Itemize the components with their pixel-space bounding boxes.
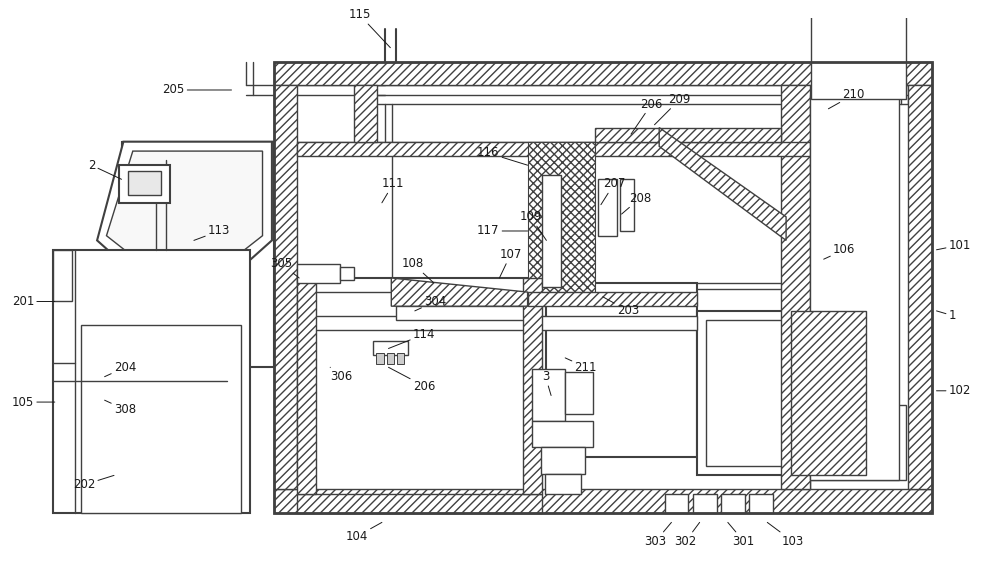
Polygon shape <box>781 85 810 490</box>
Text: 303: 303 <box>645 522 671 548</box>
Text: 103: 103 <box>767 522 804 548</box>
Bar <box>693 494 717 513</box>
Bar <box>532 421 593 447</box>
Polygon shape <box>391 278 528 306</box>
Bar <box>749 494 773 513</box>
Text: 101: 101 <box>936 238 971 252</box>
Text: 114: 114 <box>388 328 435 349</box>
Text: 208: 208 <box>622 191 651 214</box>
Bar <box>122 141 274 367</box>
Polygon shape <box>274 490 932 513</box>
Polygon shape <box>297 141 810 156</box>
Bar <box>665 494 688 513</box>
Bar <box>542 174 560 288</box>
Polygon shape <box>659 127 786 241</box>
Text: 111: 111 <box>382 177 404 203</box>
Polygon shape <box>528 292 697 306</box>
Bar <box>545 474 581 494</box>
Bar <box>376 353 384 365</box>
Text: 207: 207 <box>601 177 625 205</box>
Bar <box>565 372 593 414</box>
Polygon shape <box>297 278 316 494</box>
Polygon shape <box>354 85 377 141</box>
Text: 308: 308 <box>105 400 136 416</box>
Bar <box>119 165 170 203</box>
Text: 108: 108 <box>402 257 434 283</box>
Text: 2: 2 <box>88 158 122 179</box>
Text: 211: 211 <box>565 358 597 374</box>
Bar <box>372 341 408 355</box>
Text: 115: 115 <box>348 8 390 48</box>
Bar <box>302 316 697 330</box>
Bar <box>297 278 542 513</box>
Bar <box>810 95 899 480</box>
Text: 105: 105 <box>12 396 55 409</box>
Bar <box>721 494 745 513</box>
Bar <box>274 62 932 513</box>
Text: 1: 1 <box>936 309 956 322</box>
Bar <box>811 0 906 99</box>
Bar <box>697 311 866 475</box>
Text: 209: 209 <box>654 93 691 125</box>
Text: 302: 302 <box>675 522 700 548</box>
Bar <box>340 266 354 280</box>
Polygon shape <box>297 494 542 513</box>
Text: 203: 203 <box>603 297 639 318</box>
Text: 113: 113 <box>194 224 230 241</box>
Bar <box>81 325 241 513</box>
Bar <box>620 179 634 231</box>
Polygon shape <box>523 278 542 494</box>
Polygon shape <box>908 85 932 490</box>
Bar <box>532 369 565 421</box>
Text: 202: 202 <box>73 475 114 491</box>
Bar <box>128 171 161 195</box>
Polygon shape <box>595 127 781 141</box>
Text: 206: 206 <box>388 367 435 393</box>
Text: 107: 107 <box>499 248 522 278</box>
Bar <box>541 447 585 474</box>
Text: 205: 205 <box>162 83 232 96</box>
Polygon shape <box>274 85 297 490</box>
Bar <box>387 353 394 365</box>
Bar <box>397 353 404 365</box>
Text: 116: 116 <box>477 147 528 165</box>
Text: 305: 305 <box>270 257 299 278</box>
Text: 206: 206 <box>631 97 663 134</box>
Bar <box>297 264 340 283</box>
Text: 304: 304 <box>415 295 446 311</box>
Text: 102: 102 <box>936 384 971 397</box>
Text: 210: 210 <box>828 88 865 109</box>
Text: 204: 204 <box>105 361 136 377</box>
Bar <box>53 250 72 302</box>
Text: 109: 109 <box>519 210 546 241</box>
Polygon shape <box>274 62 932 85</box>
Text: 201: 201 <box>12 295 55 308</box>
Polygon shape <box>791 311 866 475</box>
Text: 104: 104 <box>345 522 382 543</box>
Bar <box>706 321 800 466</box>
Text: 301: 301 <box>728 522 755 548</box>
Polygon shape <box>106 151 263 358</box>
Text: 3: 3 <box>542 370 551 396</box>
Text: 306: 306 <box>330 367 352 383</box>
Bar <box>546 283 697 457</box>
Bar <box>311 292 528 499</box>
Bar <box>811 405 906 480</box>
Bar <box>598 179 617 236</box>
Text: 117: 117 <box>477 224 528 238</box>
Text: 106: 106 <box>824 243 855 259</box>
Polygon shape <box>528 141 595 292</box>
Bar <box>53 250 250 513</box>
Bar <box>396 306 532 321</box>
Polygon shape <box>97 141 272 367</box>
